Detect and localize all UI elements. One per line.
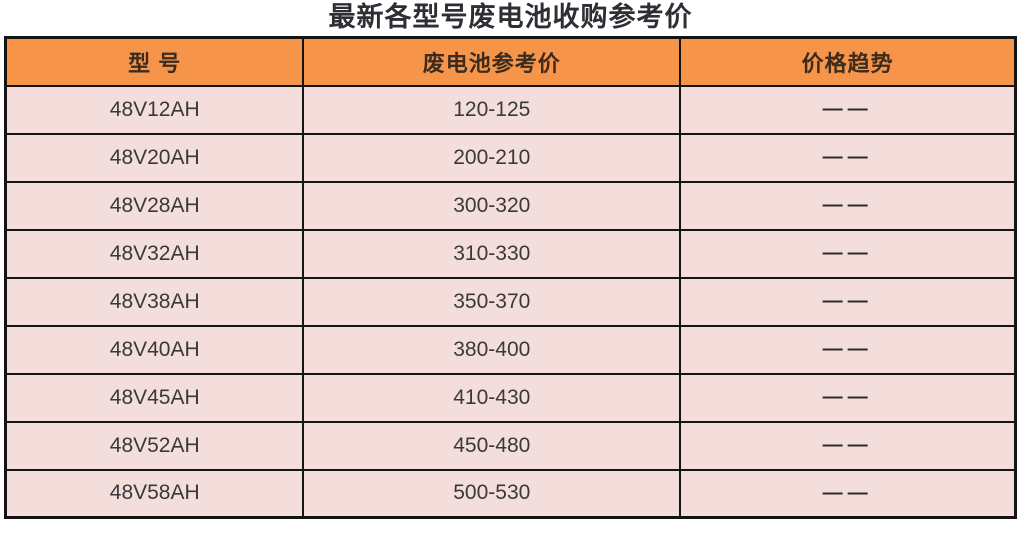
price-cell: 120-125	[302, 84, 682, 135]
table-row: 48V45AH 410-430 ——	[4, 372, 1017, 423]
table-row: 48V58AH 500-530 ——	[4, 468, 1017, 519]
table-row: 48V40AH 380-400 ——	[4, 324, 1017, 375]
trend-cell: ——	[679, 132, 1017, 183]
table-row: 48V20AH 200-210 ——	[4, 132, 1017, 183]
table-row: 48V52AH 450-480 ——	[4, 420, 1017, 471]
price-cell: 300-320	[302, 180, 682, 231]
trend-cell: ——	[679, 228, 1017, 279]
table-row: 48V28AH 300-320 ——	[4, 180, 1017, 231]
column-header-price: 废电池参考价	[302, 36, 682, 87]
column-header-model: 型 号	[4, 36, 305, 87]
price-cell: 200-210	[302, 132, 682, 183]
model-cell: 48V12AH	[4, 84, 305, 135]
table-row: 48V32AH 310-330 ——	[4, 228, 1017, 279]
table-body: 48V12AH 120-125 —— 48V20AH 200-210 —— 48…	[4, 84, 1017, 519]
column-header-trend: 价格趋势	[679, 36, 1017, 87]
table-row: 48V38AH 350-370 ——	[4, 276, 1017, 327]
model-cell: 48V32AH	[4, 228, 305, 279]
page-title: 最新各型号废电池收购参考价	[328, 2, 693, 32]
price-cell: 350-370	[302, 276, 682, 327]
battery-price-table: 型 号 废电池参考价 价格趋势 48V12AH 120-125 —— 48V20…	[4, 36, 1017, 519]
trend-cell: ——	[679, 324, 1017, 375]
trend-cell: ——	[679, 180, 1017, 231]
trend-cell: ——	[679, 372, 1017, 423]
price-cell: 310-330	[302, 228, 682, 279]
model-cell: 48V58AH	[4, 468, 305, 519]
price-cell: 500-530	[302, 468, 682, 519]
model-cell: 48V28AH	[4, 180, 305, 231]
trend-cell: ——	[679, 468, 1017, 519]
trend-cell: ——	[679, 420, 1017, 471]
model-cell: 48V45AH	[4, 372, 305, 423]
table-row: 48V12AH 120-125 ——	[4, 84, 1017, 135]
table-header: 型 号 废电池参考价 价格趋势	[4, 36, 1017, 87]
model-cell: 48V40AH	[4, 324, 305, 375]
trend-cell: ——	[679, 276, 1017, 327]
model-cell: 48V20AH	[4, 132, 305, 183]
model-cell: 48V52AH	[4, 420, 305, 471]
price-cell: 450-480	[302, 420, 682, 471]
price-cell: 410-430	[302, 372, 682, 423]
price-cell: 380-400	[302, 324, 682, 375]
trend-cell: ——	[679, 84, 1017, 135]
model-cell: 48V38AH	[4, 276, 305, 327]
header-row: 型 号 废电池参考价 价格趋势	[4, 36, 1017, 87]
